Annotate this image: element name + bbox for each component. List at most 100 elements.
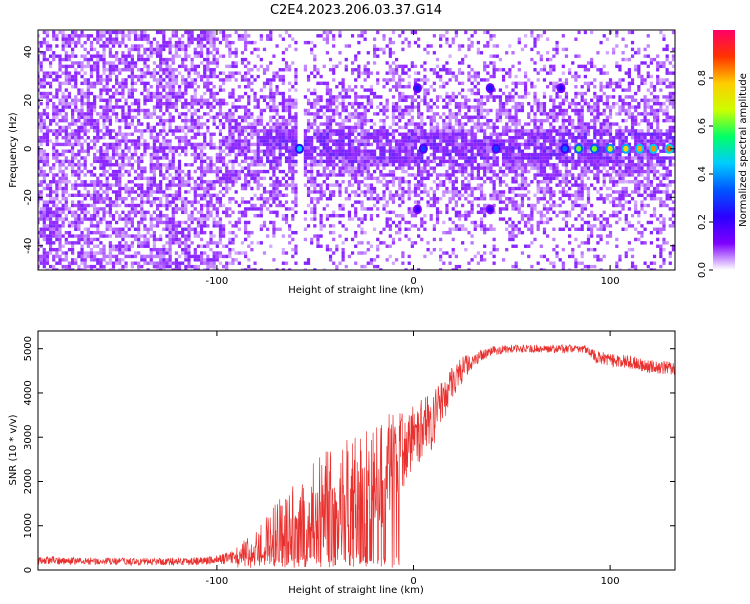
heat-cell <box>206 264 210 269</box>
heat-cell <box>177 173 182 177</box>
heat-cell <box>181 125 185 130</box>
heat-cell <box>225 34 229 38</box>
heat-cell <box>196 122 201 126</box>
heat-cell <box>209 95 213 99</box>
heat-cell <box>445 210 449 215</box>
heat-cell <box>448 98 452 103</box>
heat-cell <box>313 176 317 181</box>
heat-cell <box>448 54 452 58</box>
heat-cell <box>99 78 103 82</box>
heat-cell <box>281 142 285 147</box>
heat-cell <box>319 217 323 221</box>
heat-cell <box>442 190 446 194</box>
heat-cell <box>417 135 421 140</box>
heat-cell <box>152 112 156 116</box>
heat-cell <box>177 95 182 99</box>
heat-cell <box>288 176 292 181</box>
heat-cell <box>212 37 216 41</box>
heat-cell <box>152 74 156 79</box>
heat-cell <box>55 132 59 136</box>
heat-cell <box>61 203 65 208</box>
heat-cell <box>398 115 402 119</box>
heat-cell <box>328 105 333 109</box>
heat-cell <box>366 166 370 170</box>
heat-cell <box>64 166 68 170</box>
heat-cell <box>193 95 197 99</box>
heat-cell <box>347 217 352 221</box>
heat-cell <box>253 129 257 133</box>
heat-cell <box>58 61 62 65</box>
heat-cell <box>407 159 411 164</box>
heat-cell <box>38 210 40 215</box>
heat-cell <box>55 261 59 265</box>
heat-cell <box>338 34 342 38</box>
heat-cell <box>328 156 333 160</box>
heat-cell <box>237 139 241 143</box>
heat-cell <box>115 34 119 38</box>
heat-cell <box>439 210 443 215</box>
heat-cell <box>64 54 68 58</box>
heat-cell <box>187 254 191 259</box>
heat-cell <box>64 57 68 62</box>
heat-cell <box>332 64 336 69</box>
heat-cell <box>96 51 100 55</box>
heat-cell <box>74 101 78 106</box>
heat-cell <box>341 207 345 211</box>
heat-cell <box>426 193 430 198</box>
heat-cell <box>133 34 138 38</box>
heat-cell <box>439 132 443 136</box>
heat-cell <box>162 176 166 181</box>
heat-cell <box>423 227 427 231</box>
heat-cell <box>64 37 68 41</box>
heat-cell <box>105 125 109 130</box>
heat-cell <box>143 57 147 62</box>
heat-cell <box>432 156 436 160</box>
heat-cell <box>177 71 182 75</box>
heat-cell <box>256 183 260 187</box>
heat-cell <box>306 129 311 133</box>
heat-cell <box>253 207 257 211</box>
heat-cell <box>234 224 238 228</box>
heat-cell <box>96 139 100 143</box>
heat-cell <box>184 122 188 126</box>
heat-cell <box>39 166 43 170</box>
heat-cell <box>118 105 122 109</box>
heat-cell <box>350 115 355 119</box>
heat-cell <box>80 169 84 174</box>
heat-cell <box>382 176 386 181</box>
heat-cell <box>58 108 62 113</box>
heat-cell <box>96 64 100 69</box>
heat-cell <box>303 166 307 170</box>
heat-cell <box>199 203 204 208</box>
heat-cell <box>124 115 128 119</box>
heat-cell <box>266 105 270 109</box>
heat-cell <box>294 132 298 136</box>
heat-cell <box>347 193 352 198</box>
heat-cell <box>354 129 358 133</box>
heat-cell <box>379 230 383 235</box>
heat-cell <box>423 176 427 181</box>
heat-cell <box>432 149 436 153</box>
heat-cell <box>159 118 163 123</box>
heat-cell <box>385 139 389 143</box>
heat-cell <box>61 217 65 221</box>
heat-cell <box>379 108 383 113</box>
heat-cell <box>401 254 405 259</box>
heat-cell <box>385 163 389 167</box>
heat-cell <box>212 234 216 238</box>
heat-cell <box>275 197 279 201</box>
heat-cell <box>363 132 367 136</box>
heat-cell <box>256 180 260 184</box>
heat-cell <box>269 118 273 123</box>
heat-cell <box>193 71 197 75</box>
heat-cell <box>338 234 342 238</box>
heat-cell <box>448 139 452 143</box>
heat-cell <box>80 203 84 208</box>
heat-cell <box>80 74 84 79</box>
heat-cell <box>42 213 46 218</box>
heat-cell <box>237 85 241 89</box>
heat-cell <box>313 112 317 116</box>
heat-cell <box>58 101 62 106</box>
heat-cell <box>203 152 207 157</box>
heat-cell <box>420 122 424 126</box>
